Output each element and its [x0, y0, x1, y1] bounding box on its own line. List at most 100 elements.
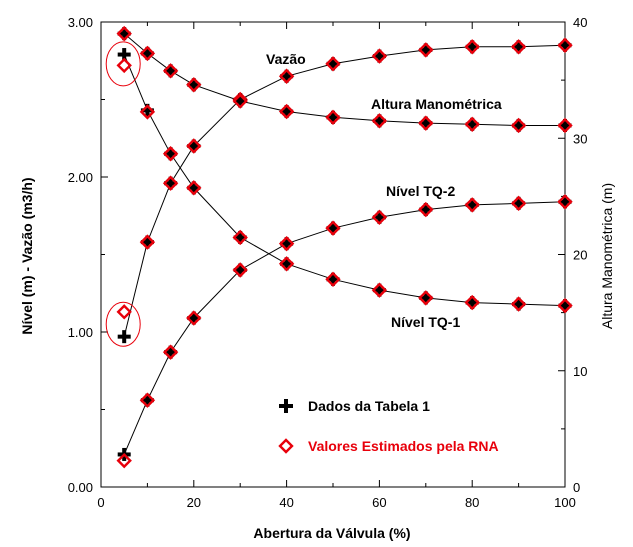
data-point-plus — [558, 195, 572, 209]
estimated-point-diamond — [464, 39, 480, 55]
data-point-plus-v — [563, 38, 567, 52]
data-point-plus-v — [168, 176, 173, 190]
estimated-point-diamond — [418, 115, 434, 131]
label-altura-manometrica: Altura Manométrica — [371, 96, 502, 112]
estimated-point-diamond — [162, 344, 179, 360]
data-point-plus — [512, 40, 526, 54]
data-point-plus-v — [563, 118, 567, 132]
data-point-plus-v — [563, 195, 567, 209]
estimated-point-diamond — [371, 48, 388, 64]
data-point-plus — [372, 49, 386, 63]
data-point-plus — [512, 196, 526, 210]
data-point-plus — [280, 257, 294, 271]
legend-marker-diamond — [278, 438, 294, 454]
data-point-plus-v — [516, 196, 521, 210]
data-point-plus-v — [145, 393, 150, 407]
estimated-point-diamond — [116, 57, 132, 74]
data-point-plus — [117, 330, 131, 344]
series-line-0 — [123, 44, 566, 337]
data-point-plus-v — [516, 40, 521, 54]
series-line-2 — [123, 201, 566, 455]
estimated-point-diamond — [418, 290, 434, 306]
estimated-point-diamond — [278, 103, 295, 120]
y-left-tick-label: 3.00 — [68, 15, 93, 30]
data-point-plus — [465, 198, 479, 212]
data-point-plus — [187, 139, 201, 153]
estimated-point-diamond — [325, 220, 341, 236]
data-point-plus-v — [423, 116, 428, 130]
estimated-point-diamond — [116, 452, 132, 469]
x-tick-label: 0 — [97, 495, 104, 510]
data-point-plus-v — [516, 297, 521, 311]
estimated-point-diamond — [464, 294, 480, 311]
chart-axes: 0 20 40 60 80 100 0.00 1.00 2.00 3.00 0 10 20 30 40 — [68, 15, 588, 510]
data-point-plus — [164, 176, 178, 190]
legend-label-data: Dados da Tabela 1 — [308, 398, 430, 414]
data-point-plus-v — [122, 330, 127, 344]
data-point-plus-v — [145, 103, 150, 117]
x-tick-label: 80 — [465, 495, 479, 510]
estimated-point-diamond — [371, 113, 388, 129]
y-right-tick-label: 0 — [573, 480, 580, 495]
estimated-point-diamond — [325, 109, 341, 126]
data-point-plus-v — [331, 272, 335, 286]
estimated-point-diamond — [371, 209, 388, 225]
data-point-plus-v — [423, 291, 428, 305]
estimated-point-diamond — [325, 56, 341, 72]
label-nivel-tq2: Nível TQ-2 — [386, 183, 455, 199]
data-point-plus-v — [284, 257, 289, 271]
estimated-point-diamond — [186, 310, 202, 326]
data-point-plus — [558, 299, 572, 313]
estimated-point-diamond — [418, 42, 434, 58]
legend-marker-plus — [279, 399, 293, 413]
estimated-point-diamond — [510, 195, 527, 212]
data-point-plus-v — [331, 57, 335, 71]
data-point-plus — [326, 57, 340, 71]
estimated-point-diamond — [464, 197, 480, 213]
data-point-plus-v — [122, 27, 127, 41]
data-point-plus — [233, 230, 247, 244]
data-point-plus-v — [145, 235, 150, 249]
estimated-point-diamond — [510, 296, 527, 312]
data-point-plus — [419, 116, 433, 130]
legend-label-estimated: Valores Estimados pela RNA — [308, 438, 499, 454]
data-point-plus — [512, 297, 526, 311]
data-point-plus — [187, 181, 201, 195]
data-point-plus — [280, 237, 294, 251]
data-point-plus-v — [284, 237, 289, 251]
data-point-plus-v — [470, 198, 475, 212]
data-point-plus-v — [168, 147, 173, 161]
data-point-plus — [326, 110, 340, 124]
x-tick-label: 40 — [279, 495, 293, 510]
data-point-plus-v — [145, 46, 150, 60]
estimated-point-diamond — [557, 194, 573, 210]
y-right-tick-label: 10 — [573, 364, 587, 379]
series-line-3 — [123, 54, 566, 307]
data-point-plus-v — [377, 210, 382, 224]
data-point-plus-v — [516, 118, 521, 132]
data-point-plus-v — [563, 299, 567, 313]
estimated-point-diamond — [325, 271, 341, 287]
data-point-plus — [164, 147, 178, 161]
data-point-plus-v — [238, 94, 243, 108]
label-vazao: Vazão — [266, 51, 306, 67]
estimated-point-diamond — [510, 39, 527, 55]
data-point-plus-v — [191, 181, 196, 195]
data-point-plus — [117, 48, 131, 62]
estimated-point-diamond — [278, 235, 295, 252]
estimated-point-diamond — [278, 256, 295, 272]
data-point-plus — [372, 210, 386, 224]
data-point-plus-v — [423, 203, 428, 217]
y-axis-right-title: Altura Manométrica (m) — [599, 183, 615, 329]
data-point-plus-v — [423, 43, 428, 57]
data-point-plus-v — [191, 78, 196, 92]
x-tick-label: 20 — [187, 495, 201, 510]
data-point-plus-v — [191, 139, 196, 153]
estimated-point-diamond — [116, 25, 132, 42]
estimated-point-diamond — [557, 297, 573, 314]
data-point-plus — [233, 263, 247, 277]
y-right-tick-label: 40 — [573, 15, 587, 30]
data-point-plus — [164, 345, 178, 359]
data-point-plus — [187, 311, 201, 325]
estimated-point-diamond — [186, 180, 202, 196]
